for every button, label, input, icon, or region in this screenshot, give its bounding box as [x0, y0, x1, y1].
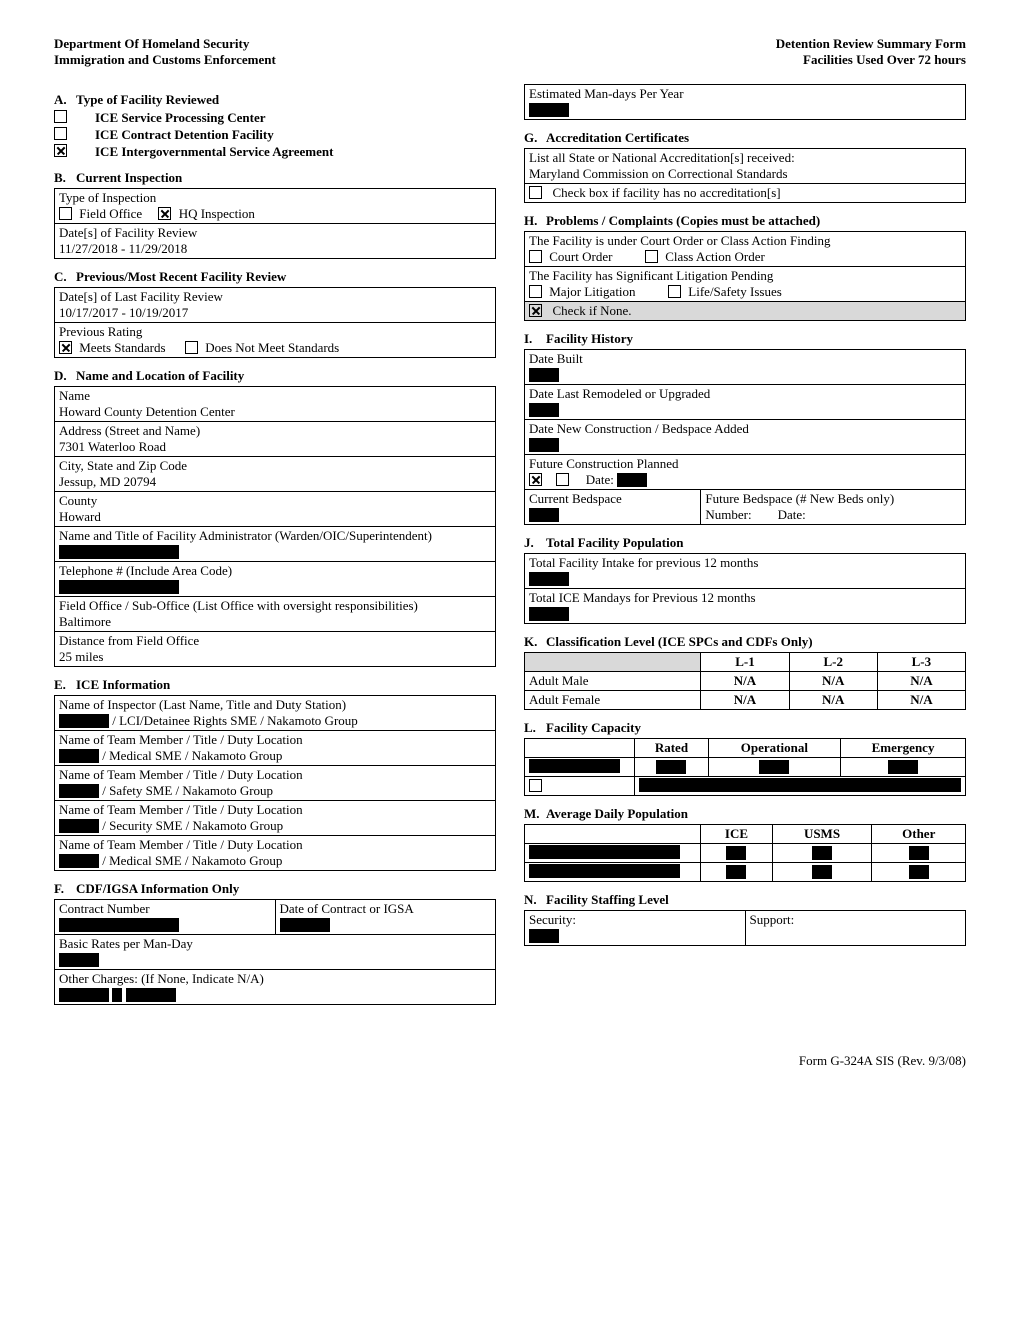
section-b-title: B.Current Inspection [54, 170, 496, 186]
section-i-title: I.Facility History [524, 331, 966, 347]
dept-line2: Immigration and Customs Enforcement [54, 52, 276, 68]
capacity-row-2 [525, 777, 966, 796]
section-l-title: L.Facility Capacity [524, 720, 966, 736]
date-built: Date Built [525, 350, 966, 385]
section-n-title: N.Facility Staffing Level [524, 892, 966, 908]
other-charges: Other Charges: (If None, Indicate N/A) [55, 970, 496, 1005]
future-construction: Future Construction Planned Date: [525, 455, 966, 490]
facility-tel: Telephone # (Include Area Code) [55, 562, 496, 597]
right-column: Estimated Man-days Per Year G.Accreditat… [524, 82, 966, 1013]
checkbox-capacity[interactable] [529, 779, 542, 792]
team-member-4: Name of Team Member / Title / Duty Locat… [55, 836, 496, 871]
future-bedspace: Future Bedspace (# New Beds only) Number… [701, 490, 966, 525]
accreditation-list: List all State or National Accreditation… [525, 149, 966, 184]
facility-csz: City, State and Zip CodeJessup, MD 20794 [55, 457, 496, 492]
form-title-1: Detention Review Summary Form [776, 36, 966, 52]
checkbox-hq[interactable] [158, 207, 171, 220]
no-accreditation: Check box if facility has no accreditati… [525, 184, 966, 203]
checkbox-field-office[interactable] [59, 207, 72, 220]
checkbox-none[interactable] [529, 304, 542, 317]
last-review-dates: Date[s] of Last Facility Review 10/17/20… [55, 288, 496, 323]
capacity-row-1 [525, 758, 966, 777]
review-dates: Date[s] of Facility Review 11/27/2018 - … [55, 224, 496, 259]
adp-row-2 [525, 863, 966, 882]
section-h-title: H.Problems / Complaints (Copies must be … [524, 213, 966, 229]
section-g-title: G.Accreditation Certificates [524, 130, 966, 146]
form-footer: Form G-324A SIS (Rev. 9/3/08) [54, 1053, 966, 1069]
total-mandays: Total ICE Mandays for Previous 12 months [525, 589, 966, 624]
checkbox-major-lit[interactable] [529, 285, 542, 298]
check-if-none: Check if None. [525, 302, 966, 321]
mandays-per-year: Estimated Man-days Per Year [525, 85, 966, 120]
checkbox-not-meets[interactable] [185, 341, 198, 354]
distance: Distance from Field Office25 miles [55, 632, 496, 667]
checkbox-no-accred[interactable] [529, 186, 542, 199]
checkbox-future-yes[interactable] [529, 473, 542, 486]
date-new-construction: Date New Construction / Bedspace Added [525, 420, 966, 455]
dept-line1: Department Of Homeland Security [54, 36, 276, 52]
checkbox-igsa[interactable] [54, 144, 67, 157]
type-of-inspection: Type of Inspection Field Office HQ Inspe… [55, 189, 496, 224]
checkbox-court-order[interactable] [529, 250, 542, 263]
inspector: Name of Inspector (Last Name, Title and … [55, 696, 496, 731]
section-f-title: F.CDF/IGSA Information Only [54, 881, 496, 897]
section-e-title: E.ICE Information [54, 677, 496, 693]
checkbox-cdf[interactable] [54, 127, 67, 140]
contract-date: Date of Contract or IGSA [275, 900, 496, 935]
adult-female-row: Adult FemaleN/AN/AN/A [525, 691, 966, 710]
section-a-title: A.Type of Facility Reviewed [54, 92, 496, 108]
checkbox-life-safety[interactable] [668, 285, 681, 298]
facility-address: Address (Street and Name)7301 Waterloo R… [55, 422, 496, 457]
left-column: A.Type of Facility Reviewed ICE Service … [54, 82, 496, 1013]
previous-rating: Previous Rating Meets Standards Does Not… [55, 323, 496, 358]
security-staffing: Security: [525, 911, 746, 946]
team-member-1: Name of Team Member / Title / Duty Locat… [55, 731, 496, 766]
section-k-title: K.Classification Level (ICE SPCs and CDF… [524, 634, 966, 650]
facility-name: NameHoward County Detention Center [55, 387, 496, 422]
field-office: Field Office / Sub-Office (List Office w… [55, 597, 496, 632]
section-m-title: M.Average Daily Population [524, 806, 966, 822]
checkbox-future-no[interactable] [556, 473, 569, 486]
basic-rates: Basic Rates per Man-Day [55, 935, 496, 970]
blank-header [525, 653, 701, 672]
checkbox-class-action[interactable] [645, 250, 658, 263]
page-header: Department Of Homeland Security Immigrat… [54, 36, 966, 68]
contract-number: Contract Number [55, 900, 276, 935]
litigation-pending: The Facility has Significant Litigation … [525, 267, 966, 302]
current-bedspace: Current Bedspace [525, 490, 701, 525]
section-c-title: C.Previous/Most Recent Facility Review [54, 269, 496, 285]
section-j-title: J.Total Facility Population [524, 535, 966, 551]
adp-row-1 [525, 844, 966, 863]
facility-admin: Name and Title of Facility Administrator… [55, 527, 496, 562]
checkbox-spc[interactable] [54, 110, 67, 123]
date-remodeled: Date Last Remodeled or Upgraded [525, 385, 966, 420]
support-staffing: Support: [745, 911, 966, 946]
team-member-3: Name of Team Member / Title / Duty Locat… [55, 801, 496, 836]
form-title-2: Facilities Used Over 72 hours [776, 52, 966, 68]
section-d-title: D.Name and Location of Facility [54, 368, 496, 384]
total-intake: Total Facility Intake for previous 12 mo… [525, 554, 966, 589]
team-member-2: Name of Team Member / Title / Duty Locat… [55, 766, 496, 801]
facility-county: CountyHoward [55, 492, 496, 527]
checkbox-meets[interactable] [59, 341, 72, 354]
adult-male-row: Adult MaleN/AN/AN/A [525, 672, 966, 691]
court-order-finding: The Facility is under Court Order or Cla… [525, 232, 966, 267]
